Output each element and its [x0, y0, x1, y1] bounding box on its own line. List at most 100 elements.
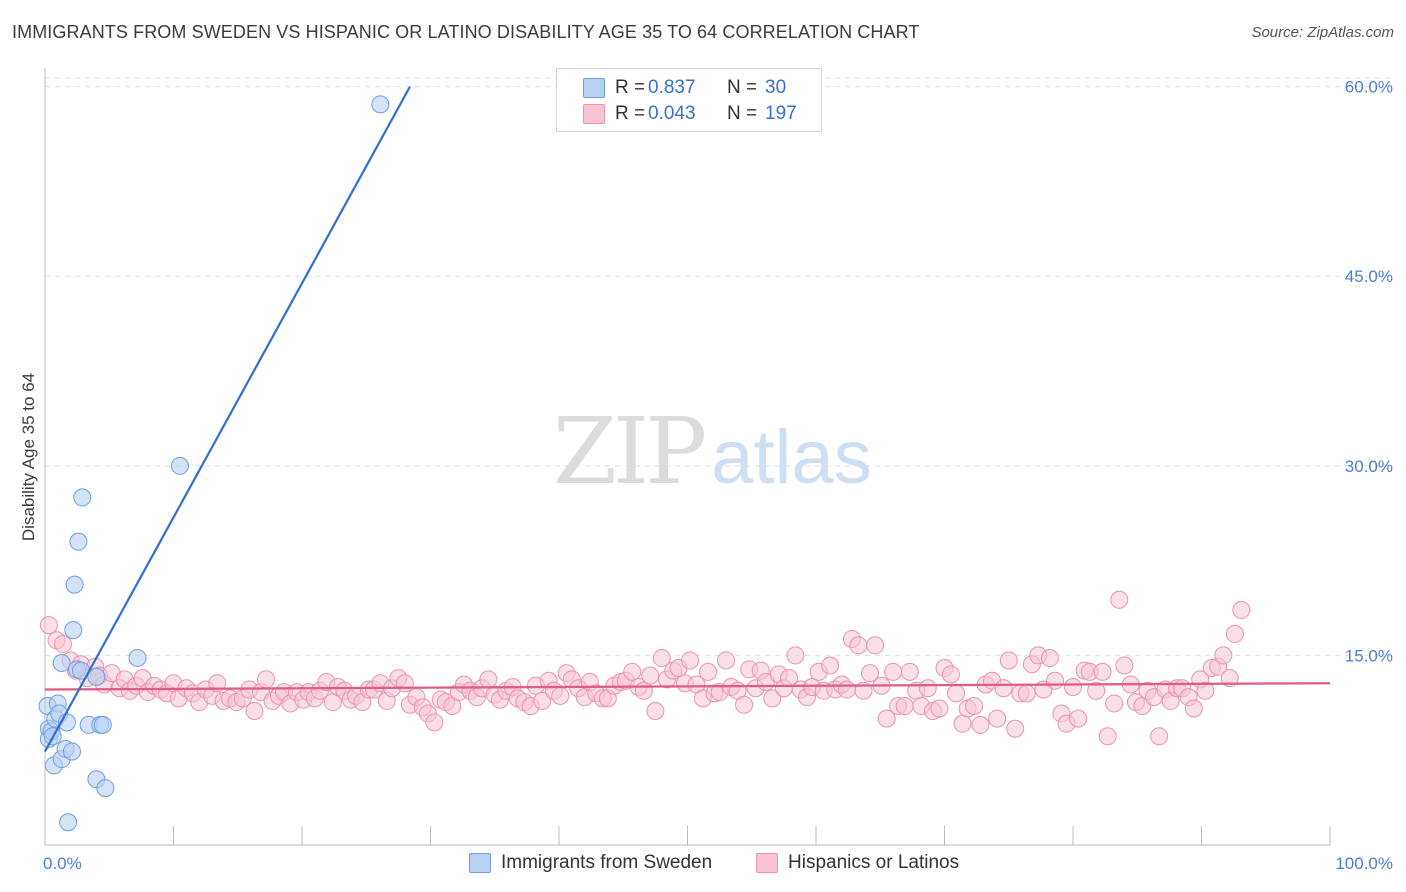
hispanic-point	[786, 646, 805, 665]
hispanic-point	[900, 662, 919, 681]
hispanic-point	[941, 665, 960, 684]
n-label: N =	[727, 77, 758, 98]
hispanic-point	[395, 674, 414, 693]
legend-row-sweden: R = 0.837 N = 30	[557, 75, 821, 101]
hispanic-point	[866, 636, 885, 655]
sweden-point	[64, 621, 83, 640]
sweden-point	[128, 648, 147, 667]
y-axis-label: Disability Age 35 to 64	[19, 373, 38, 541]
hispanic-point	[860, 664, 879, 683]
sweden-point	[65, 575, 84, 594]
hispanic-point	[1064, 678, 1082, 697]
hispanic-legend-label: Hispanics or Latinos	[788, 852, 960, 873]
hispanic-point	[1069, 709, 1088, 728]
x-tick-label-min: 0.0%	[43, 854, 82, 873]
hispanic-point	[1105, 694, 1124, 713]
hispanic-point	[717, 651, 736, 670]
hispanic-point	[1115, 656, 1134, 675]
correlation-legend: R = 0.837 N = 30 R = 0.043 N = 197	[556, 68, 822, 132]
sweden-points	[38, 95, 390, 832]
hispanic-point	[425, 713, 444, 732]
hispanic-point	[877, 709, 896, 728]
sweden-point	[170, 456, 189, 475]
hispanic-point	[634, 681, 653, 700]
trend-lines	[44, 86, 1331, 752]
y-tick-label: 45.0%	[1345, 267, 1393, 286]
hispanic-point	[623, 662, 642, 681]
hispanic-point	[1225, 624, 1244, 643]
hispanic-point	[646, 702, 665, 721]
sweden-point	[96, 779, 115, 798]
hispanic-point	[1150, 727, 1169, 746]
hispanic-point	[533, 691, 552, 710]
hispanic-point	[39, 616, 58, 635]
chart-title: IMMIGRANTS FROM SWEDEN VS HISPANIC OR LA…	[12, 22, 920, 42]
hispanic-point	[1214, 646, 1233, 665]
axes	[44, 68, 1331, 846]
hispanic-point	[1184, 699, 1203, 718]
hispanic-point	[1093, 662, 1112, 681]
source-credit: Source: ZipAtlas.com	[1251, 24, 1394, 41]
hispanic-point	[479, 670, 498, 689]
hispanic-point	[1220, 669, 1239, 688]
hispanic-point	[1232, 600, 1251, 619]
hispanic-point	[652, 648, 671, 667]
hispanic-point	[699, 662, 718, 681]
hispanic-point	[1046, 671, 1065, 690]
hispanic-point	[763, 689, 782, 708]
hispanic-point	[971, 715, 990, 734]
sweden-point	[52, 653, 71, 672]
hispanic-point	[994, 679, 1013, 698]
tick-labels: 15.0% 30.0% 45.0% 60.0% 0.0% 100.0%	[43, 78, 1393, 873]
hispanic-point	[837, 680, 856, 699]
hispanic-point	[947, 684, 966, 703]
y-tick-label: 60.0%	[1345, 78, 1393, 97]
watermark-atlas: atlas	[711, 415, 872, 500]
y-tick-label: 30.0%	[1345, 457, 1393, 476]
hispanic-point	[1017, 684, 1036, 703]
hispanic-point	[1110, 590, 1129, 609]
sweden-point	[69, 532, 88, 551]
watermark: ZIP atlas	[553, 398, 872, 505]
watermark-zip: ZIP	[553, 398, 707, 505]
legend-row-hispanic: R = 0.043 N = 197	[557, 101, 821, 127]
gridlines	[45, 77, 1392, 656]
hispanic-point	[53, 635, 72, 654]
hispanic-point	[551, 686, 570, 705]
hispanic-point	[1040, 648, 1059, 667]
sweden-point	[87, 667, 106, 686]
sweden-r-value: 0.837	[648, 77, 696, 98]
hispanic-r-value: 0.043	[648, 103, 696, 124]
sweden-point	[371, 95, 390, 114]
hispanic-point	[735, 695, 754, 714]
hispanic-point	[208, 674, 227, 693]
x-tick-label-max: 100.0%	[1335, 854, 1393, 873]
hispanic-point	[965, 696, 984, 715]
hispanic-point	[930, 699, 949, 718]
sweden-point	[73, 488, 92, 507]
hispanic-point	[821, 656, 840, 675]
hispanic-point	[245, 702, 264, 721]
sweden-n-value: 30	[765, 77, 787, 98]
hispanic-point	[681, 651, 700, 670]
n-label: N =	[727, 103, 758, 124]
hispanic-point	[257, 670, 276, 689]
hispanic-point	[1006, 719, 1025, 738]
r-label: R =	[615, 103, 646, 124]
y-tick-label: 15.0%	[1345, 646, 1393, 665]
hispanic-point	[988, 709, 1007, 728]
sweden-swatch	[583, 78, 605, 98]
hispanic-point	[641, 666, 660, 685]
hispanic-n-value: 197	[765, 103, 797, 124]
sweden-legend-label: Immigrants from Sweden	[501, 852, 713, 873]
hispanic-point	[918, 679, 937, 698]
hispanic-point	[1196, 681, 1215, 700]
hispanic-point	[884, 662, 903, 681]
hispanic-point	[895, 696, 914, 715]
series-legend: Immigrants from Sweden Hispanics or Lati…	[0, 851, 1406, 877]
hispanic-point	[849, 636, 868, 655]
sweden-legend-swatch	[469, 853, 491, 873]
hispanic-legend-swatch	[756, 853, 778, 873]
hispanics-points	[39, 590, 1251, 746]
